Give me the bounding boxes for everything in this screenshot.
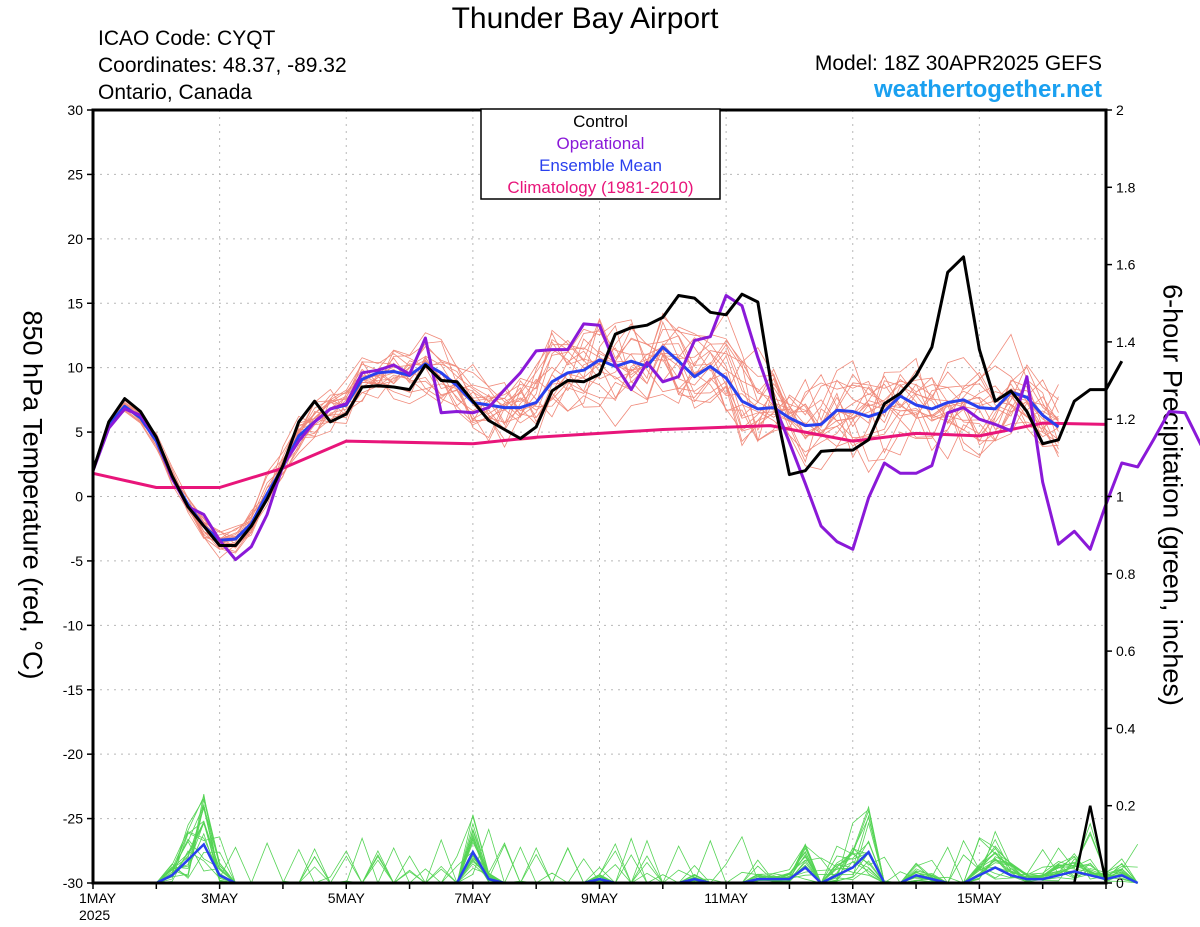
y-tick-label: -10: [63, 617, 83, 633]
y-tick-label: 0: [75, 489, 83, 505]
temperature-member-line: [92, 333, 1059, 540]
x-tick-label: 11MAY: [704, 890, 748, 906]
operational-line: [91, 294, 1200, 562]
y2-tick-label: 1.2: [1116, 411, 1136, 427]
y-tick-label: 15: [67, 295, 83, 311]
x-tick-label: 3MAY: [201, 890, 239, 906]
x-tick-label: 15MAY: [957, 890, 1003, 906]
legend-box: [480, 108, 721, 200]
legend-item-climatology: Climatology (1981-2010): [507, 178, 693, 197]
temperature-member-line: [92, 319, 1059, 552]
coordinates: Coordinates: 48.37, -89.32: [98, 54, 347, 77]
x-tick-label: 9MAY: [581, 890, 619, 906]
y2-tick-label: 0.4: [1116, 720, 1136, 736]
precip-ensemble-mean-line: [93, 842, 1139, 885]
y2-tick-label: 1.6: [1116, 257, 1136, 273]
y-tick-label: -15: [63, 682, 83, 698]
icao-code: ICAO Code: CYQT: [98, 27, 276, 50]
legend-item-ensemble: Ensemble Mean: [539, 156, 662, 175]
y-tick-label: -5: [71, 553, 84, 569]
x-tick-label: 5MAY: [328, 890, 366, 906]
y-tick-label: 10: [67, 360, 83, 376]
y-tick-label: -20: [63, 746, 83, 762]
y-tick-label: -30: [63, 875, 83, 891]
y-tick-label: 25: [67, 166, 83, 182]
temperature-member-line: [92, 350, 1059, 539]
climatology-line: [92, 421, 1107, 489]
legend-item-control: Control: [573, 112, 628, 131]
y2-tick-label: 0.8: [1116, 566, 1136, 582]
y-tick-label: 5: [75, 424, 83, 440]
precip-member-line: [93, 814, 1138, 884]
y2-tick-label: 0.2: [1116, 798, 1136, 814]
y2-tick-label: 0.6: [1116, 643, 1136, 659]
x-tick-sublabel: 2025: [79, 907, 110, 923]
temperature-member-line: [92, 332, 1059, 546]
x-tick-label: 13MAY: [830, 890, 876, 906]
y-tick-label: 20: [67, 231, 83, 247]
temperature-member-line: [92, 320, 1059, 550]
temperature-member-line: [92, 333, 1059, 550]
x-tick-label: 7MAY: [454, 890, 492, 906]
site-link[interactable]: weathertogether.net: [873, 76, 1102, 103]
y-tick-label: -25: [63, 811, 83, 827]
control-line: [91, 255, 1124, 547]
legend-item-operational: Operational: [557, 134, 645, 153]
y2-tick-label: 1.8: [1116, 179, 1136, 195]
y2-tick-label: 1: [1116, 489, 1124, 505]
y2-tick-label: 2: [1116, 102, 1124, 118]
precip-member-line: [93, 795, 1138, 884]
y2-tick-label: 1.4: [1116, 334, 1136, 350]
region: Ontario, Canada: [98, 81, 253, 104]
temperature-member-line: [92, 311, 1059, 548]
x-tick-label: 1MAY: [79, 890, 117, 906]
chart-title: Thunder Bay Airport: [451, 2, 719, 35]
temperature-member-line: [92, 338, 1059, 540]
y2-tick-label: 0: [1116, 875, 1124, 891]
model-run: Model: 18Z 30APR2025 GEFS: [814, 52, 1102, 75]
y-tick-label: 30: [67, 102, 83, 118]
